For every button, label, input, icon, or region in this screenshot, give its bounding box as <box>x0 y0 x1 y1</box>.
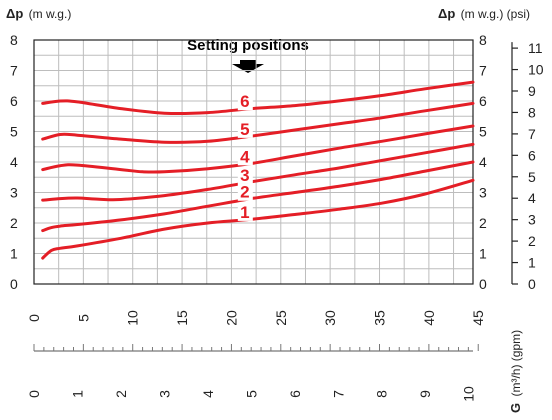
psi-tick-label: 11 <box>528 40 543 56</box>
x-axis-unit: (m³/h) (gpm) <box>509 330 523 397</box>
gpm-tick-label: 10 <box>125 310 141 326</box>
psi-tick-label: 9 <box>528 83 536 99</box>
left-axis-ticks: 0 1 2 3 4 5 6 7 8 <box>10 32 18 292</box>
gpm-axis: 0 5 10 15 20 25 30 35 40 45 <box>26 310 486 352</box>
m3h-tick-label: 0 <box>26 390 42 398</box>
x-axis-label: G (m³/h) (gpm) <box>508 330 523 413</box>
curve-setting-3 <box>41 142 475 202</box>
psi-tick-label: 2 <box>528 233 536 249</box>
curve-setting-2 <box>41 160 475 233</box>
curve-label-6: 6 <box>240 92 249 111</box>
gpm-tick-label: 45 <box>470 310 486 326</box>
m3h-tick-label: 3 <box>156 390 172 398</box>
right-axis-ticks: 0 1 2 3 4 5 6 7 8 <box>479 32 487 292</box>
curve-label-bg <box>237 93 253 111</box>
y-tick-label-left: 8 <box>10 32 18 48</box>
left-axis-unit: (m w.g.) <box>29 7 72 21</box>
curve-label-4: 4 <box>240 147 250 166</box>
psi-tick-label: 6 <box>528 147 536 163</box>
y-tick-label-right: 6 <box>479 93 487 109</box>
psi-tick-label: 7 <box>528 126 536 142</box>
curve-label-1: 1 <box>240 203 249 222</box>
y-tick-label-right: 4 <box>479 154 487 170</box>
right-axis-label: Δp (m w.g.) (psi) <box>438 6 530 21</box>
curve-label-bg <box>237 166 253 184</box>
gpm-tick-label: 35 <box>372 310 388 326</box>
y-tick-label-left: 4 <box>10 154 18 170</box>
m3h-tick-label: 6 <box>287 390 303 398</box>
curve-label-5: 5 <box>240 120 249 139</box>
left-axis-label: Δp (m w.g.) <box>6 6 71 21</box>
x-axis-symbol: G <box>508 403 523 413</box>
psi-tick-label: 8 <box>528 104 536 120</box>
curve-setting-6 <box>41 80 475 116</box>
curves <box>41 80 475 260</box>
gpm-tick-label: 0 <box>26 314 42 322</box>
curve-label-bg <box>237 148 253 166</box>
psi-tick-label: 0 <box>528 276 536 292</box>
curve-setting-1 <box>41 178 475 260</box>
m3h-tick-label: 5 <box>243 390 259 398</box>
curve-label-bg <box>237 203 253 221</box>
psi-axis: 0 1 2 3 4 5 6 7 8 9 10 11 <box>511 40 544 292</box>
m3h-tick-label: 9 <box>417 390 433 398</box>
chart-title: Setting positions <box>187 37 309 54</box>
y-tick-label-left: 2 <box>10 215 18 231</box>
right-axis-unit: (m w.g.) (psi) <box>461 7 530 21</box>
psi-tick-label: 3 <box>528 212 536 228</box>
psi-tick-label: 1 <box>528 255 536 271</box>
m3h-tick-label: 1 <box>69 390 85 398</box>
curve-label-bg <box>237 120 253 138</box>
gpm-tick-label: 20 <box>223 310 239 326</box>
y-tick-label-right: 2 <box>479 215 487 231</box>
y-tick-label-right: 0 <box>479 276 487 292</box>
m3h-tick-label: 10 <box>461 386 477 402</box>
curve-setting-5 <box>41 101 475 144</box>
psi-tick-label: 4 <box>528 190 536 206</box>
gpm-tick-label: 40 <box>421 310 437 326</box>
curve-label-bg <box>237 183 253 201</box>
curve-label-2: 2 <box>240 183 249 202</box>
curve-label-3: 3 <box>240 166 249 185</box>
grid <box>33 39 474 285</box>
y-tick-label-left: 6 <box>10 93 18 109</box>
y-tick-label-left: 3 <box>10 185 18 201</box>
curve-setting-4 <box>41 124 475 174</box>
m3h-tick-label: 2 <box>113 390 129 398</box>
right-axis-symbol: Δp <box>438 6 455 21</box>
y-tick-label-right: 5 <box>479 124 487 140</box>
gpm-tick-label: 15 <box>174 310 190 326</box>
gpm-tick-label: 25 <box>273 310 289 326</box>
y-tick-label-right: 3 <box>479 185 487 201</box>
m3h-tick-label: 7 <box>330 390 346 398</box>
y-tick-label-left: 7 <box>10 63 18 79</box>
m3h-tick-label: 8 <box>374 390 390 398</box>
y-tick-label-right: 1 <box>479 246 487 262</box>
y-tick-label-left: 0 <box>10 276 18 292</box>
m3h-tick-label: 4 <box>200 390 216 398</box>
m3h-axis: 0 1 2 3 4 5 6 7 8 9 10 <box>26 386 477 402</box>
y-tick-label-left: 1 <box>10 246 18 262</box>
psi-tick-label: 5 <box>528 169 536 185</box>
psi-tick-label: 10 <box>528 62 544 78</box>
left-axis-symbol: Δp <box>6 6 23 21</box>
setting-arrow-icon <box>232 60 264 73</box>
y-tick-label-left: 5 <box>10 124 18 140</box>
y-tick-label-right: 8 <box>479 32 487 48</box>
gpm-tick-label: 5 <box>75 314 91 322</box>
y-tick-label-right: 7 <box>479 63 487 79</box>
gpm-tick-label: 30 <box>322 310 338 326</box>
